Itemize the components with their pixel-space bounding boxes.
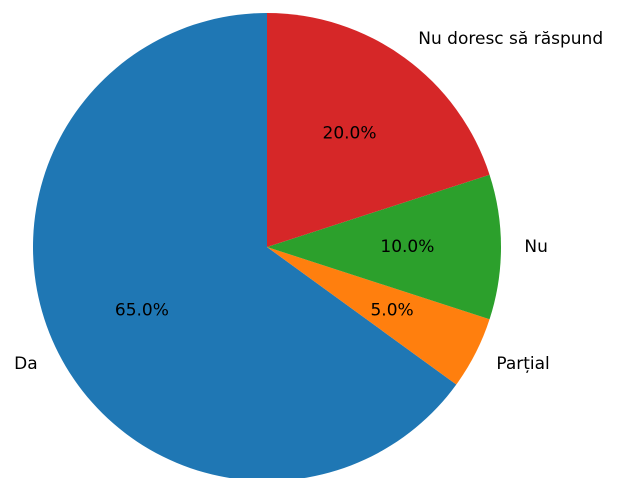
- slice-label: Da: [14, 354, 38, 374]
- slice-label: Nu doresc să răspund: [418, 29, 603, 49]
- pie-slice: [267, 174, 501, 320]
- pie-slice: [267, 247, 490, 385]
- pie-slice: [267, 13, 490, 247]
- percent-label: 65.0%: [115, 301, 169, 321]
- slice-label: Nu: [524, 237, 548, 257]
- percent-label: 5.0%: [370, 301, 413, 321]
- percent-label: 10.0%: [380, 237, 434, 257]
- percent-label: 20.0%: [323, 123, 377, 143]
- pie-slice: [33, 13, 457, 478]
- slice-label: Parțial: [496, 354, 549, 374]
